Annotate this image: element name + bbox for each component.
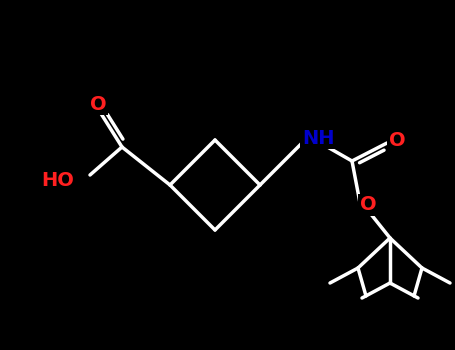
Text: O: O [360,196,376,215]
Text: O: O [389,131,405,149]
Text: HO: HO [41,170,74,189]
Text: NH: NH [302,128,334,147]
Text: O: O [90,94,106,113]
